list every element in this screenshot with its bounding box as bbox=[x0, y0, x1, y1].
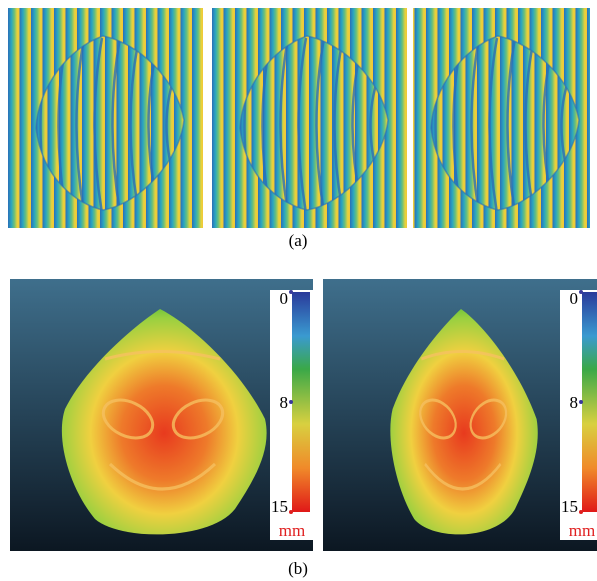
colorbar-gradient bbox=[582, 292, 597, 512]
depth-map bbox=[10, 279, 313, 551]
colorbar-tick bbox=[289, 290, 293, 294]
caption: (a) bbox=[289, 231, 308, 250]
colorbar-gradient bbox=[292, 292, 310, 512]
colorbar-tick-label: 8 bbox=[280, 393, 289, 412]
colorbar-tick-label: 8 bbox=[570, 393, 579, 412]
colorbar-unit: mm bbox=[279, 521, 305, 540]
colorbar-tick bbox=[289, 510, 293, 514]
colorbar-tick-label: 0 bbox=[570, 289, 579, 308]
colorbar-tick-label: 15 bbox=[561, 497, 578, 516]
colorbar-tick bbox=[579, 400, 583, 404]
fringe-image bbox=[8, 8, 203, 228]
colorbar-unit: mm bbox=[569, 521, 595, 540]
fringe-image bbox=[212, 8, 407, 228]
colorbar-tick bbox=[289, 400, 293, 404]
colorbar-tick-label: 15 bbox=[271, 497, 288, 516]
colorbar: 0 8 15 mm bbox=[560, 289, 597, 540]
depth-map bbox=[323, 279, 597, 551]
colorbar-tick bbox=[579, 290, 583, 294]
panel-b: 0 8 15 mm 0 8 15 mm (b) bbox=[10, 279, 597, 578]
caption: (b) bbox=[288, 559, 308, 578]
panel-a: (a) bbox=[8, 8, 597, 250]
colorbar-tick-label: 0 bbox=[280, 289, 289, 308]
colorbar: 0 8 15 mm bbox=[270, 289, 314, 540]
colorbar-tick bbox=[579, 510, 583, 514]
fringe-image bbox=[403, 8, 597, 228]
